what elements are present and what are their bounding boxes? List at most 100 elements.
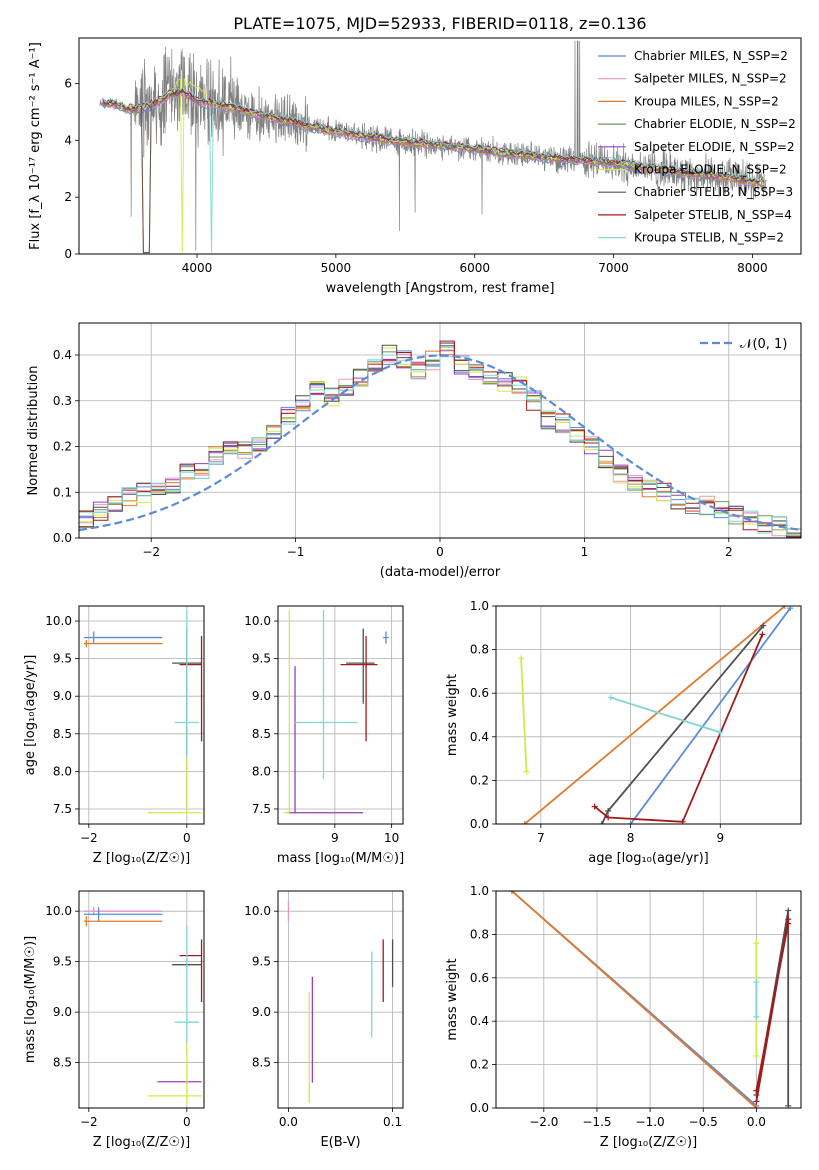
plot-area (508, 891, 792, 1108)
axes-frame (495, 890, 802, 1109)
x-axis-label: age [log₁₀(age/yr)] (588, 851, 709, 866)
grid-lines (278, 606, 403, 824)
x-tick-label: 4000 (182, 261, 213, 275)
y-tick-label: 9.0 (252, 689, 271, 703)
y-tick-label: 1.0 (470, 884, 489, 898)
weight-series-line (601, 625, 764, 824)
grid-lines (496, 890, 801, 1109)
x-tick-label: 8 (627, 831, 635, 845)
plot-area (83, 907, 203, 1103)
y-tick-label: 0.4 (470, 1014, 489, 1028)
weight-series-line (520, 658, 528, 772)
age-vs-mass-panel: 9 10 7.5 8.0 8.5 9.0 9.5 10.0 mass [log₁₀(M/M☉)] (244, 605, 404, 866)
y-tick-label: 4 (64, 133, 72, 147)
y-tick-label: 1.0 (470, 599, 489, 613)
y-tick-label: 8.5 (252, 1056, 271, 1070)
y-tick-label: 0.2 (470, 773, 489, 787)
y-tick-label: 9.5 (252, 955, 271, 969)
y-tick-label: 7.5 (53, 802, 72, 816)
x-axis-label: wavelength [Angstrom, rest frame] (326, 281, 555, 296)
legend-label: Salpeter STELIB, N_SSP=4 (634, 208, 792, 222)
grid-lines (278, 891, 403, 1108)
x-tick-label: −2 (80, 1115, 98, 1129)
plot-area (283, 609, 389, 814)
axes-frame (495, 605, 802, 825)
x-tick-label: 0.0 (279, 1115, 298, 1129)
weight-series-line (511, 891, 757, 1108)
x-axis-label: Z [log₁₀(Z/Z☉)] (600, 1135, 697, 1150)
y-tick-label: 0.4 (470, 730, 489, 744)
grid-lines (496, 605, 801, 825)
plot-area (287, 901, 394, 1103)
axes-frame (78, 890, 205, 1109)
axes-frame (78, 605, 205, 825)
x-axis-label: mass [log₁₀(M/M☉)] (277, 851, 404, 866)
plot-area (79, 340, 801, 538)
axes-frame (277, 890, 404, 1109)
y-axis-label: Normed distribution (26, 366, 41, 496)
x-tick-label: −1 (287, 545, 305, 559)
x-tick-label: 2 (725, 545, 733, 559)
spectrum-legend: Chabrier MILES, N_SSP=2 Salpeter MILES, N… (598, 49, 796, 245)
y-tick-label: 0.0 (53, 531, 72, 545)
axes-frame (78, 37, 802, 255)
y-tick-label: 0.1 (53, 485, 72, 499)
y-tick-label: 10.0 (244, 904, 271, 918)
legend-label: Salpeter ELODIE, N_SSP=2 (634, 140, 795, 154)
y-axis-label: mass weight (445, 674, 460, 756)
axes-frame (78, 322, 802, 539)
model-fit-line (102, 87, 764, 183)
x-axis-label: (data-model)/error (380, 565, 501, 580)
weight-series-line (594, 633, 764, 823)
axes-frame (277, 605, 404, 825)
legend-label: Kroupa MILES, N_SSP=2 (634, 94, 779, 108)
x-tick-label: −2 (80, 831, 98, 845)
y-tick-label: 9.0 (53, 1005, 72, 1019)
y-tick-label: 6 (64, 76, 72, 90)
legend-label: Kroupa STELIB, N_SSP=2 (634, 231, 784, 245)
y-axis-label: mass weight (445, 958, 460, 1040)
y-tick-label: 8.0 (252, 764, 271, 778)
x-tick-label: 9 (331, 831, 339, 845)
histogram-step-line (79, 354, 801, 538)
x-tick-label: −1.5 (582, 1115, 611, 1129)
x-tick-label: 6000 (459, 261, 490, 275)
y-axis-label: mass [log₁₀(M/M☉)] (23, 936, 38, 1063)
y-tick-label: 9.5 (252, 652, 271, 666)
x-tick-label: 8000 (737, 261, 768, 275)
mass-weight-vs-metallicity-panel: −2.0 −1.5 −1.0 −0.5 0.0 0.0 0.2 0.4 0.6 0.8 1.0 Z [… (445, 884, 802, 1150)
spectrum-panel: 4000 5000 6000 7000 8000 0 2 4 6 wavelength [Angs… (28, 37, 802, 296)
y-tick-label: 0.3 (53, 394, 72, 408)
grid-lines (79, 891, 204, 1108)
y-tick-label: 0.6 (470, 686, 489, 700)
legend-label: Chabrier ELODIE, N_SSP=2 (634, 117, 796, 131)
x-tick-label: 0 (183, 1115, 191, 1129)
mass-vs-ebv-panel: 0.0 0.1 8.5 9.0 9.5 10.0 E(B-V) (244, 890, 404, 1150)
weight-series-line (755, 919, 790, 1102)
x-tick-label: −2.0 (529, 1115, 558, 1129)
legend-label: 𝒩(0, 1) (740, 337, 787, 352)
mass-vs-metallicity-panel: −2 0 8.5 9.0 9.5 10.0 Z [log₁₀(Z/Z☉)] mass [log… (23, 890, 205, 1150)
x-tick-label: −0.5 (689, 1115, 718, 1129)
x-tick-label: 7000 (598, 261, 629, 275)
x-axis-label: Z [log₁₀(Z/Z☉)] (93, 1135, 190, 1150)
weight-series-line (610, 696, 721, 734)
residuals-histogram-panel: −2 −1 0 1 2 0.0 0.1 0.2 0.3 0.4 (data-model)/error… (26, 322, 802, 580)
x-axis-label: Z [log₁₀(Z/Z☉)] (93, 851, 190, 866)
y-tick-label: 0.2 (53, 440, 72, 454)
plot-area (99, 40, 767, 254)
y-axis-label: age [log₁₀(age/yr)] (23, 655, 38, 776)
y-axis-label: Flux [f_λ 10⁻¹⁷ erg cm⁻² s⁻¹ A⁻¹] (28, 42, 43, 250)
x-tick-label: −2 (142, 545, 160, 559)
y-tick-label: 0.2 (470, 1058, 489, 1072)
y-tick-label: 10.0 (45, 614, 72, 628)
y-tick-label: 0.8 (470, 927, 489, 941)
y-tick-label: 8.0 (53, 764, 72, 778)
x-tick-label: 0 (183, 831, 191, 845)
legend-label: Chabrier STELIB, N_SSP=3 (634, 185, 793, 199)
grid-lines (79, 606, 204, 824)
x-tick-label: 0.1 (383, 1115, 402, 1129)
legend-label: Salpeter MILES, N_SSP=2 (634, 72, 787, 86)
x-tick-label: −1.0 (636, 1115, 665, 1129)
